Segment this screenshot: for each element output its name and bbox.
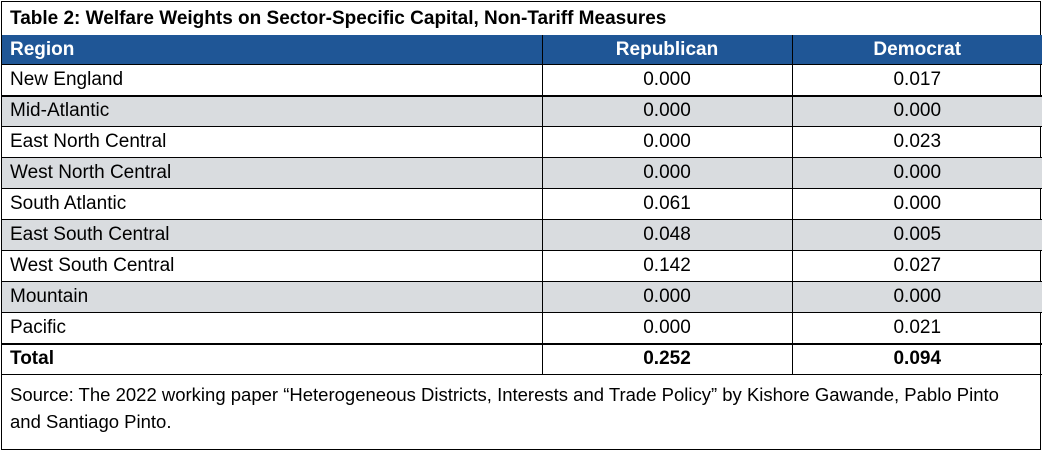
republican-cell: 0.000 [542,312,793,344]
table-title: Table 2: Welfare Weights on Sector-Speci… [10,8,667,29]
column-header-republican: Republican [542,35,793,65]
total-democrat: 0.094 [792,342,1042,375]
total-republican: 0.252 [542,342,793,375]
republican-cell: 0.000 [542,64,793,97]
democrat-cell: 0.021 [792,312,1042,344]
table-row: East North Central 0.000 0.023 [2,126,1042,158]
democrat-cell: 0.005 [792,219,1042,251]
table-row: West North Central 0.000 0.000 [2,157,1042,189]
table-row: New England 0.000 0.017 [2,64,1042,97]
democrat-cell: 0.000 [792,95,1042,127]
democrat-cell: 0.023 [792,126,1042,158]
democrat-cell: 0.000 [792,281,1042,313]
table-row: East South Central 0.048 0.005 [2,219,1042,251]
republican-cell: 0.000 [542,95,793,127]
democrat-cell: 0.000 [792,188,1042,220]
republican-cell: 0.000 [542,157,793,189]
table-row: Mountain 0.000 0.000 [2,281,1042,313]
source-note: Source: The 2022 working paper “Heteroge… [10,384,999,432]
header-row: Region Republican Democrat [2,35,1042,65]
table-body: New England 0.000 0.017 Mid-Atlantic 0.000 0.… [2,64,1042,375]
region-cell: Pacific [2,312,543,344]
table-row: Pacific 0.000 0.021 [2,312,1042,344]
table-row: Mid-Atlantic 0.000 0.000 [2,95,1042,127]
region-cell: Mountain [2,281,543,313]
table-row: West South Central 0.142 0.027 [2,250,1042,282]
republican-cell: 0.142 [542,250,793,282]
democrat-cell: 0.017 [792,64,1042,97]
region-cell: Mid-Atlantic [2,95,543,127]
total-row: Total 0.252 0.094 [2,342,1042,375]
total-label: Total [2,342,543,375]
republican-cell: 0.048 [542,219,793,251]
republican-cell: 0.000 [542,126,793,158]
republican-cell: 0.061 [542,188,793,220]
region-cell: East North Central [2,126,543,158]
republican-cell: 0.000 [542,281,793,313]
column-header-region: Region [2,35,543,65]
table-row: South Atlantic 0.061 0.000 [2,188,1042,220]
democrat-cell: 0.027 [792,250,1042,282]
region-cell: West North Central [2,157,543,189]
democrat-cell: 0.000 [792,157,1042,189]
region-cell: South Atlantic [2,188,543,220]
data-table: Region Republican Democrat New England 0.… [2,35,1042,375]
column-header-democrat: Democrat [792,35,1042,65]
region-cell: New England [2,64,543,97]
region-cell: West South Central [2,250,543,282]
region-cell: East South Central [2,219,543,251]
